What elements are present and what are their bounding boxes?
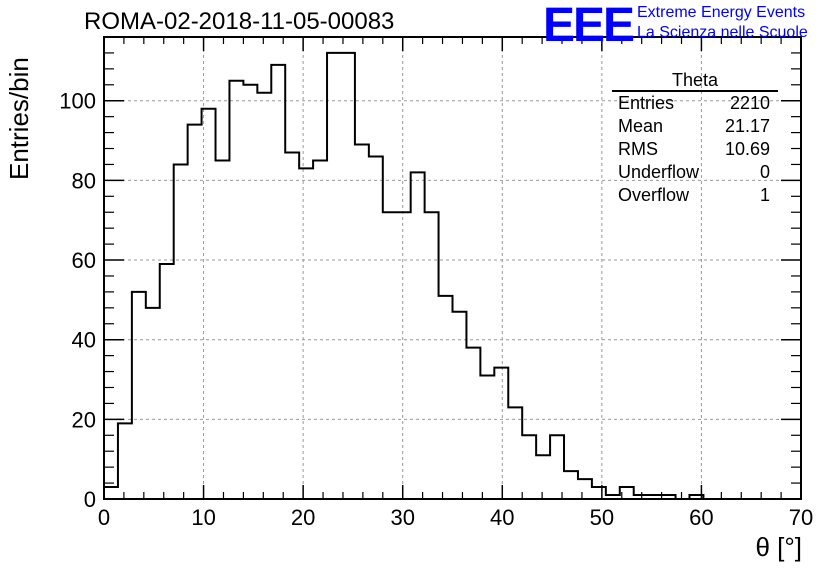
y-tick-label: 80 (72, 168, 96, 193)
histogram-bin (494, 368, 508, 499)
stats-box: Theta Entries 2210 Mean 21.17 RMS 10.69 … (612, 70, 778, 207)
stats-title: Theta (612, 70, 778, 92)
histogram-bin (564, 471, 578, 499)
histogram-bin (536, 455, 550, 499)
stats-row: Entries 2210 (612, 92, 778, 115)
histogram-bin (313, 160, 327, 499)
stats-value: 1 (759, 185, 770, 205)
histogram-bin (592, 487, 606, 499)
histogram-bin (160, 264, 174, 499)
x-tick-label: 0 (98, 505, 110, 530)
histogram-bin (411, 172, 425, 499)
stats-label: Mean (618, 116, 664, 136)
x-tick-label: 60 (689, 505, 713, 530)
x-tick-label: 40 (490, 505, 514, 530)
x-tick-label: 20 (291, 505, 315, 530)
chart-title: ROMA-02-2018-11-05-00083 (84, 8, 395, 35)
histogram-bin (397, 212, 411, 499)
stats-label: Overflow (618, 185, 690, 205)
stats-label: Entries (618, 93, 675, 113)
histogram-bin (285, 153, 299, 500)
histogram-bin (369, 156, 383, 499)
stats-row: Underflow 0 (612, 161, 778, 184)
x-tick-label: 30 (390, 505, 414, 530)
stats-value: 0 (759, 162, 770, 182)
logo-line-1: Extreme Energy Events (637, 4, 806, 21)
stats-row: Mean 21.17 (612, 115, 778, 138)
stats-label: Underflow (618, 162, 700, 182)
histogram-outline (103, 51, 801, 500)
histogram-bin (271, 65, 285, 499)
y-axis-label: Entries/bin (4, 57, 34, 180)
histogram-bin (327, 53, 341, 499)
histogram-bin (480, 376, 494, 499)
histogram-bin (439, 296, 453, 499)
x-axis-label: θ [°] (755, 532, 802, 562)
histogram-bin (508, 407, 522, 499)
plot-frame (103, 36, 802, 500)
x-tick-label: 10 (191, 505, 215, 530)
y-tick-label: 100 (59, 89, 96, 114)
eee-logo: EEE (543, 0, 635, 52)
histogram-bin (243, 85, 257, 499)
histogram-bin (257, 93, 271, 499)
stats-row: RMS 10.69 (612, 138, 778, 161)
grid-lines (104, 37, 801, 499)
histogram-bin (299, 168, 313, 499)
x-tick-label: 70 (789, 505, 813, 530)
histogram-bin (118, 423, 132, 499)
stats-value: 2210 (729, 93, 770, 113)
logo-line-2: La Scienza nelle Scuole (637, 24, 808, 41)
y-tick-label: 20 (72, 407, 96, 432)
histogram-bin (229, 81, 243, 499)
histogram-bin (383, 212, 397, 499)
y-tick-label: 40 (72, 328, 96, 353)
histogram-bin (355, 145, 369, 499)
histogram-bin (522, 435, 536, 499)
histogram-bin (425, 212, 439, 499)
histogram-bin (341, 53, 355, 499)
axis-ticks (103, 36, 802, 500)
stats-value: 21.17 (724, 116, 770, 136)
histogram-bars (103, 51, 801, 500)
y-tick-label: 0 (84, 487, 96, 512)
x-tick-label: 50 (590, 505, 614, 530)
histogram-bin (466, 348, 480, 499)
stats-row: Overflow 1 (612, 184, 778, 207)
stats-value: 10.69 (724, 139, 770, 159)
histogram-bin (174, 164, 188, 499)
stats-label: RMS (618, 139, 658, 159)
histogram-bin (550, 435, 564, 499)
histogram-bin (216, 160, 230, 499)
y-tick-label: 60 (72, 248, 96, 273)
histogram-bin (578, 479, 592, 499)
logo-text: Extreme Energy Events La Scienza nelle S… (637, 3, 808, 43)
histogram-bin (132, 292, 146, 499)
histogram-bin (146, 308, 160, 499)
histogram-bin (104, 487, 118, 499)
